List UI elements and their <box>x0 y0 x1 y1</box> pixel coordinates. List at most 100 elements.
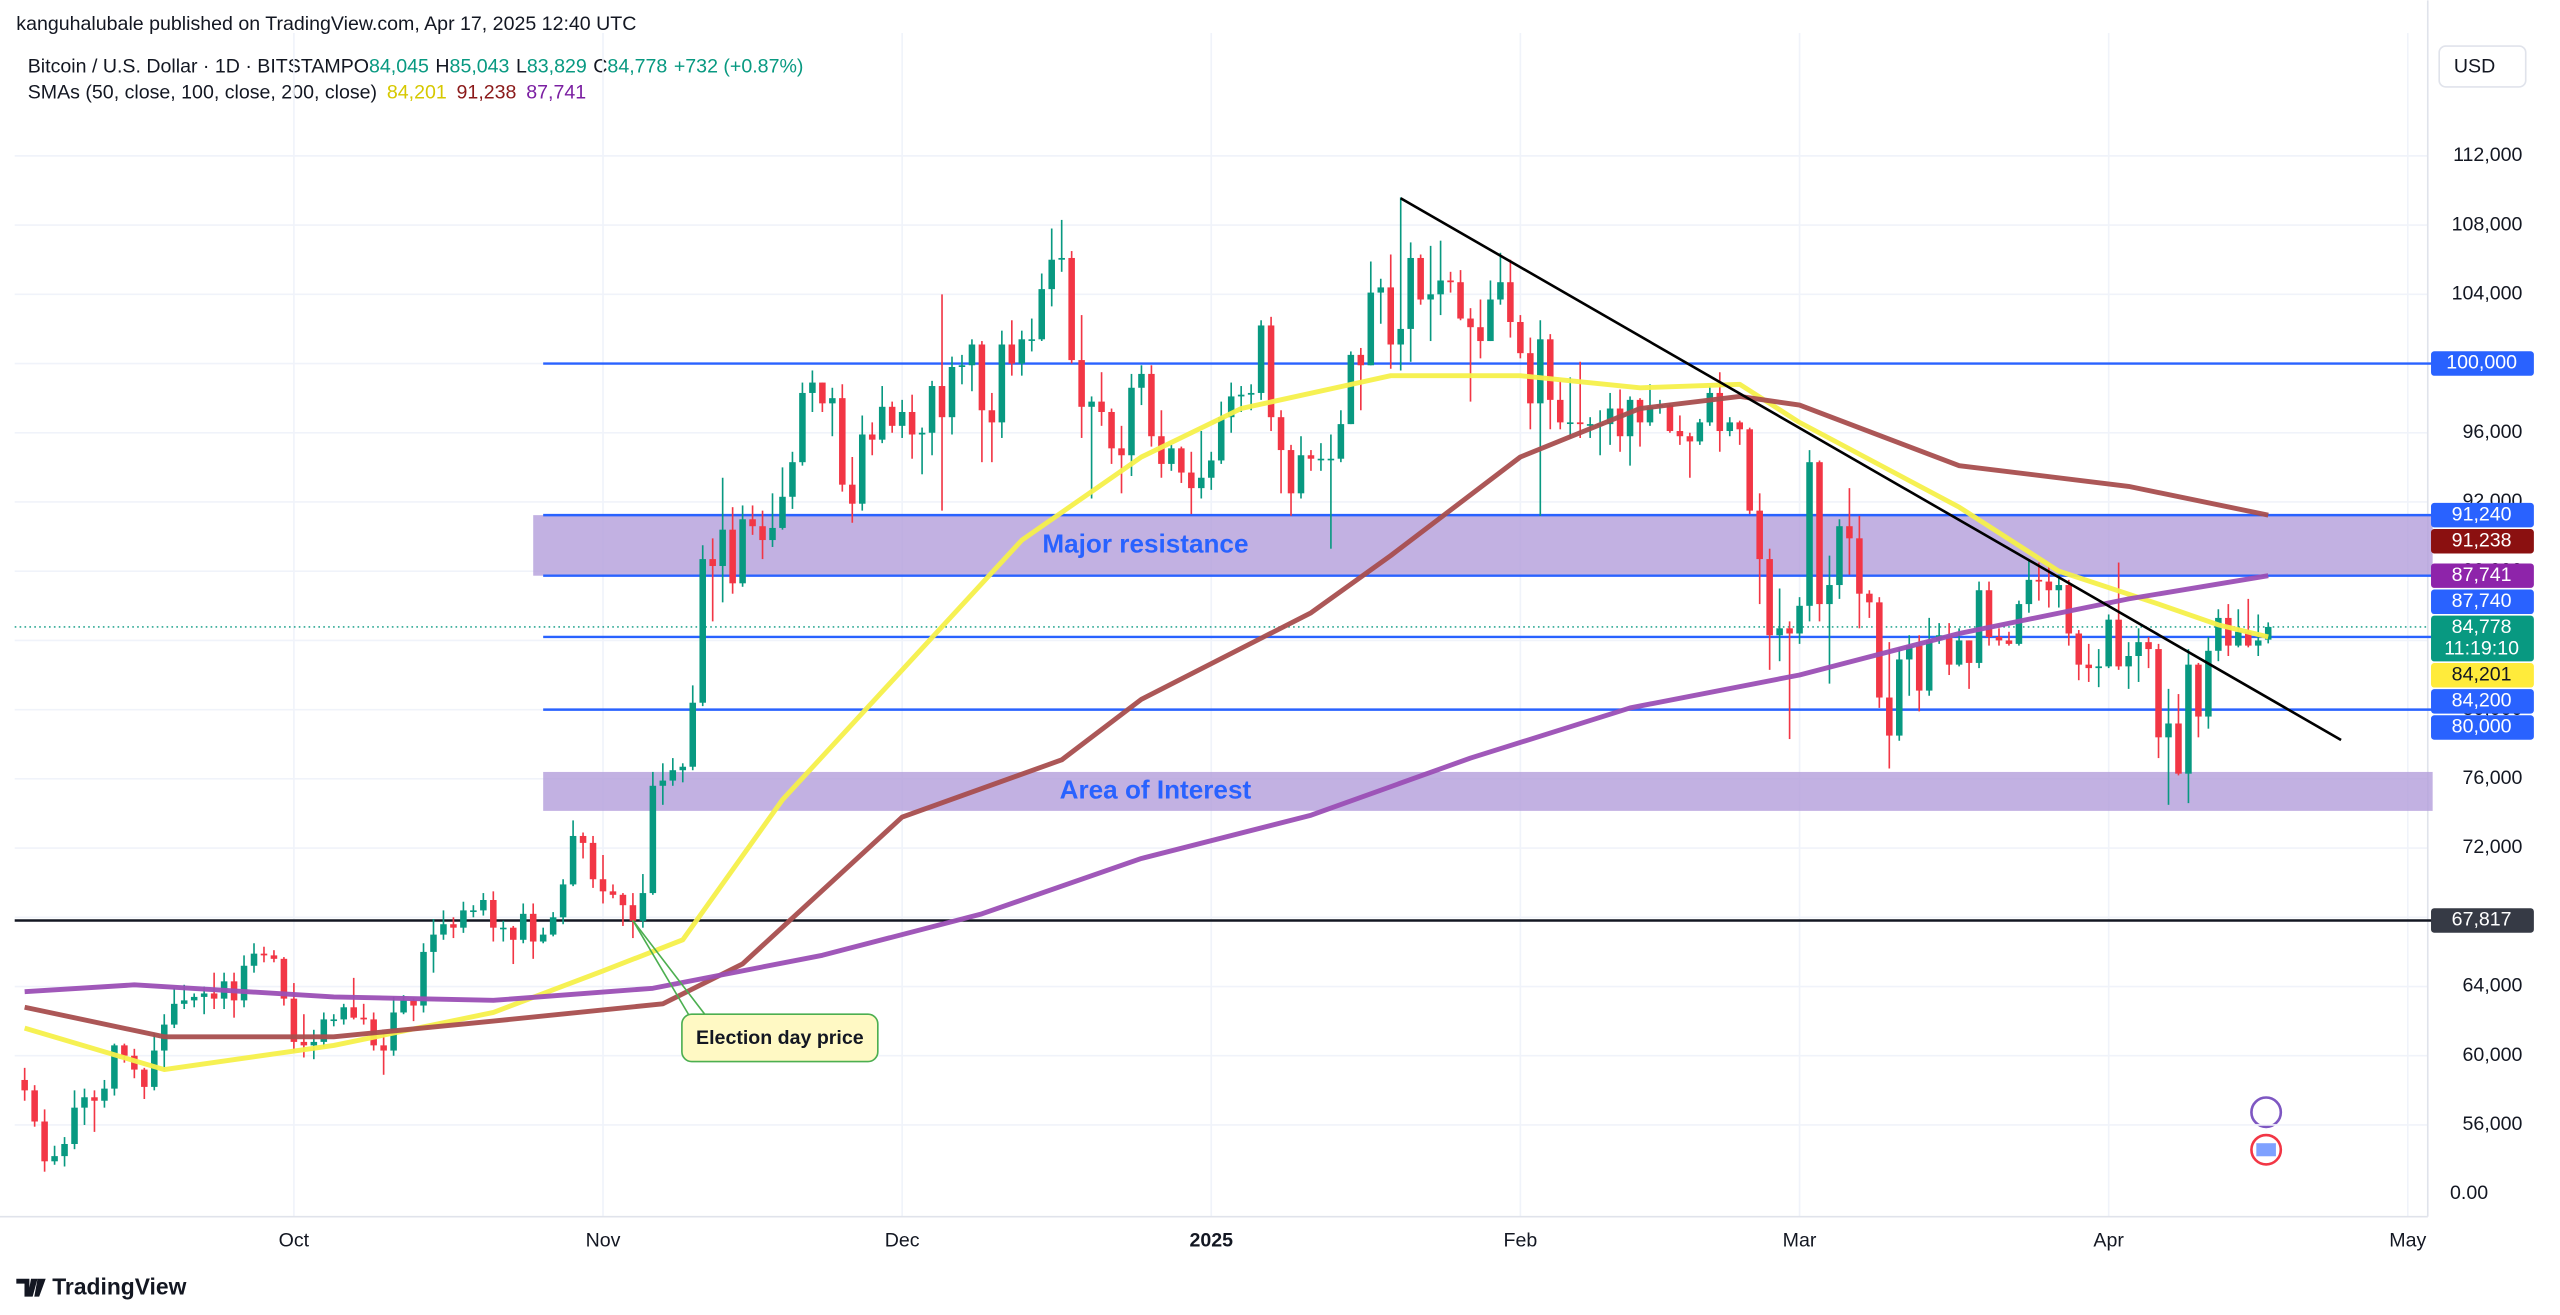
callout-pointer <box>632 920 690 1015</box>
candle-body <box>21 1079 28 1091</box>
candle-body <box>61 1144 68 1157</box>
candle-body <box>1397 328 1404 345</box>
currency[interactable]: USD <box>2454 55 2495 77</box>
candle-body <box>1866 593 1873 603</box>
candle-body <box>908 411 916 435</box>
candle-body <box>1796 605 1803 634</box>
candle-body <box>1387 287 1395 345</box>
candle-body <box>1038 289 1046 340</box>
candle-body <box>1078 360 1085 407</box>
candle-body <box>2215 617 2222 651</box>
candle-body <box>509 927 517 940</box>
candle-body <box>260 953 268 956</box>
candle-body <box>988 410 996 423</box>
ohlc-value: 85,043 <box>450 55 510 77</box>
candle-body <box>111 1045 118 1089</box>
candle-body <box>1606 408 1614 425</box>
candle-body <box>1517 322 1524 354</box>
x-tick-label: May <box>2389 1229 2426 1251</box>
candle-body <box>1616 408 1624 437</box>
zone-label: Major resistance <box>1042 528 1248 558</box>
candle-body <box>1158 436 1165 464</box>
candle-body <box>1098 401 1105 412</box>
candle-body <box>2264 626 2272 640</box>
candle-body <box>1427 294 1434 300</box>
candle-body <box>1467 318 1474 328</box>
candle-body <box>2225 617 2232 646</box>
candle-body <box>1497 282 1504 300</box>
candle-body <box>430 934 437 952</box>
icon[interactable] <box>2250 1133 2283 1166</box>
x-tick-label: Mar <box>1783 1229 1817 1251</box>
candle-body <box>1776 628 1783 636</box>
candle-body <box>2254 640 2262 646</box>
candle-body <box>1806 462 1813 606</box>
sma-legend: SMAs (50, close, 100, close, 200, close)… <box>28 82 586 104</box>
candle-body <box>1905 645 1913 660</box>
price-label-box <box>2431 663 2534 688</box>
candle-body <box>2165 723 2172 738</box>
candle-body <box>1556 399 1564 423</box>
ohlc-value: 84,045 <box>369 55 429 77</box>
candle-body <box>1915 645 1923 691</box>
candle-body <box>1188 472 1195 489</box>
x-tick-label: Nov <box>586 1229 621 1251</box>
candle-body <box>1178 448 1185 473</box>
candle-body <box>729 529 736 584</box>
candle-body <box>2035 579 2043 582</box>
candle-body <box>1846 526 1853 539</box>
candle-body <box>380 1045 387 1051</box>
price-label: 84,200 <box>2452 690 2512 712</box>
candle-body <box>1307 455 1315 459</box>
ohlc-key: O <box>354 55 369 77</box>
candle-body <box>1696 422 1704 442</box>
candle-body <box>769 527 776 541</box>
candle-body <box>679 766 687 771</box>
candle-body <box>1068 257 1075 361</box>
candle-body <box>1985 590 1993 637</box>
candle-body <box>1566 422 1574 425</box>
footer-logo[interactable]: TradingView <box>16 1274 187 1300</box>
candle-body <box>2175 723 2182 774</box>
candle-body <box>1277 417 1285 451</box>
candle-body <box>250 953 258 966</box>
price-label: 91,238 <box>2452 529 2512 551</box>
candle-body <box>2145 642 2152 650</box>
candle-body <box>799 392 806 463</box>
candle-body <box>410 1000 417 1006</box>
symbol-legend: Bitcoin / U.S. Dollar · 1D · BITSTAMPO84… <box>28 55 804 77</box>
change: +732 (+0.87%) <box>674 55 804 77</box>
candle-body <box>290 998 298 1042</box>
candle-body <box>31 1090 38 1122</box>
candle-body <box>1247 392 1255 395</box>
candle-body <box>699 559 706 703</box>
candle-body <box>1676 431 1684 437</box>
candle-body <box>809 382 816 393</box>
candle-body <box>849 484 856 504</box>
candle-body <box>1008 344 1016 364</box>
candle-body <box>1586 424 1594 426</box>
candle-body <box>1876 602 1883 698</box>
candle-body <box>1746 429 1753 511</box>
candle-body <box>599 879 607 892</box>
sma-title: SMAs (50, close, 100, close, 200, close) <box>28 82 377 104</box>
sma-value: 84,201 <box>387 82 447 104</box>
candle-body <box>689 702 697 767</box>
candle-body <box>549 917 557 935</box>
candle-body <box>330 1019 338 1022</box>
price-label-countdown: 11:19:10 <box>2444 637 2519 659</box>
candle-body <box>320 1019 328 1042</box>
ohlc-value: 84,778 <box>607 55 667 77</box>
x-tick-label: Apr <box>2093 1229 2124 1251</box>
candle-body <box>759 526 766 541</box>
candle-body <box>1347 354 1355 425</box>
currency-button[interactable] <box>2438 45 2527 88</box>
icon[interactable] <box>2250 1096 2283 1129</box>
candle-body <box>739 519 746 584</box>
callout-box <box>681 1013 879 1063</box>
candle-body <box>1337 424 1345 459</box>
candle-body <box>1786 628 1793 634</box>
candle-body <box>1447 280 1454 283</box>
x-tick-label: Dec <box>885 1229 920 1251</box>
y-tick-label: 60,000 <box>2463 1044 2523 1066</box>
